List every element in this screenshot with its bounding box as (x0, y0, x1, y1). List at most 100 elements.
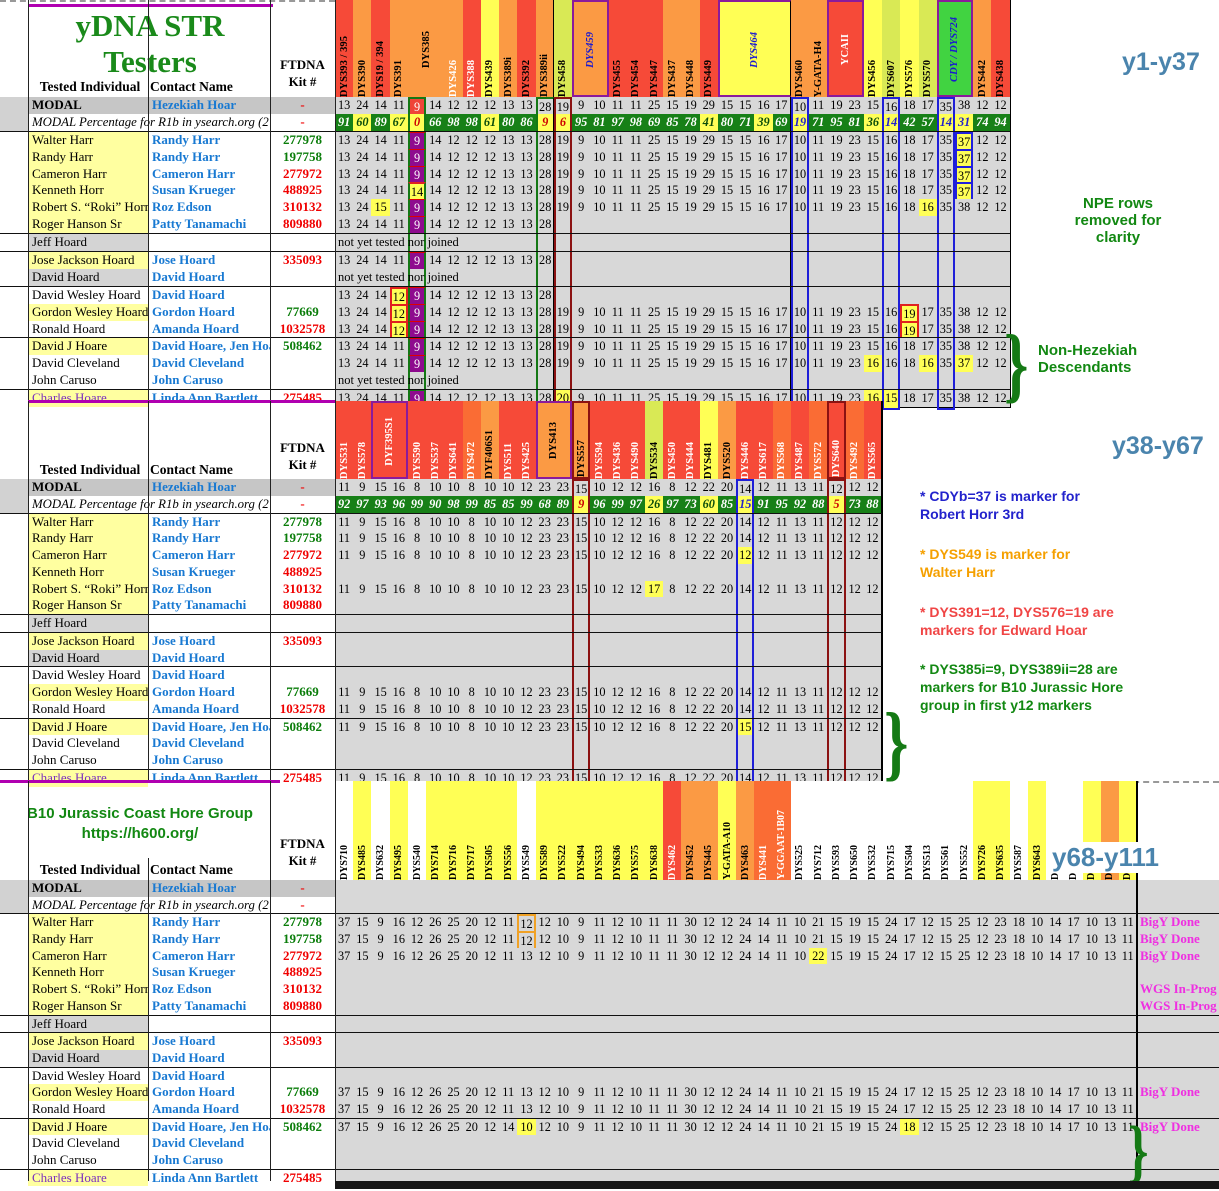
marker-cell (499, 1050, 517, 1067)
marker-cell (1046, 998, 1064, 1015)
contact-name-cell[interactable]: Amanda Hoard (148, 320, 270, 338)
marker-cell: 10 (793, 948, 807, 963)
contact-name-cell[interactable]: David Hoard (148, 649, 270, 667)
marker-cell (463, 372, 481, 389)
marker-cell: 15 (572, 513, 591, 531)
marker-cell (536, 1016, 554, 1033)
marker-cell (572, 998, 590, 1015)
marker-cell (955, 981, 973, 998)
marker-cell: 15 (739, 356, 752, 371)
contact-name-cell[interactable]: Jose Hoard (148, 632, 270, 650)
marker-cell: 10 (593, 548, 606, 563)
marker-cell: 13 (793, 514, 807, 529)
contact-name-cell[interactable]: Cameron Harr (148, 547, 270, 564)
marker-cell (1119, 896, 1138, 914)
marker-cell: 9 (359, 531, 366, 546)
marker-cell: 24 (739, 932, 752, 947)
contact-name-cell[interactable]: John Caruso (148, 752, 270, 770)
contact-name-cell[interactable]: John Caruso (148, 1152, 270, 1169)
contact-name-cell[interactable]: Gordon Hoard (148, 303, 270, 321)
contact-name-cell[interactable]: Cameron Harr (148, 947, 270, 965)
marker-cell: 17 (773, 148, 791, 170)
marker-cell: 15 (666, 183, 679, 198)
marker-cell: 97 (353, 495, 372, 513)
marker-cell: 35 (936, 148, 955, 170)
contact-name-cell[interactable]: Gordon Hoard (148, 1084, 270, 1101)
marker-cell: 17 (921, 339, 934, 354)
marker-cell (1119, 1169, 1138, 1187)
marker-cell (773, 735, 791, 752)
contact-name-cell[interactable]: Randy Harr (148, 513, 270, 531)
marker-cell (1028, 1050, 1046, 1067)
marker-cell: 14 (429, 356, 442, 371)
contact-name-cell[interactable]: Susan Krueger (148, 964, 270, 982)
marker-header-label: DYS485 (356, 844, 368, 880)
marker-cell (700, 667, 718, 684)
contact-name-cell[interactable]: Hezekiah Hoar (148, 880, 270, 897)
contact-name-cell[interactable]: David Cleveland (148, 735, 270, 753)
contact-name-cell[interactable]: Patty Tanamachi (148, 997, 270, 1015)
marker-cell (536, 981, 554, 998)
contact-name-cell[interactable]: Patty Tanamachi (148, 597, 270, 615)
contact-name-cell[interactable]: Roz Edson (148, 199, 270, 217)
contact-name-cell[interactable]: Roz Edson (148, 580, 270, 598)
contact-name-cell[interactable]: David Hoare, Jen Hoa (148, 338, 270, 356)
marker-cell (791, 1050, 809, 1067)
marker-cell (572, 667, 591, 685)
contact-name-cell[interactable]: David Hoard (148, 1067, 270, 1085)
contact-name-cell[interactable]: David Hoard (148, 1049, 270, 1067)
marker-cell (754, 964, 772, 981)
marker-cell (407, 372, 427, 390)
marker-cell (681, 667, 699, 684)
marker-cell (681, 735, 699, 752)
contact-name-cell[interactable]: David Hoare, Jen Hoa (148, 1118, 270, 1136)
contact-name-cell[interactable]: Jose Hoard (148, 252, 270, 269)
marker-cell (536, 633, 554, 650)
contact-name-cell[interactable]: Randy Harr (148, 931, 270, 948)
contact-name-cell[interactable]: Susan Krueger (148, 563, 270, 581)
contact-name-cell[interactable]: Randy Harr (148, 530, 270, 548)
marker-cell: 11 (338, 531, 351, 546)
contact-name-cell[interactable]: Gordon Hoard (148, 684, 270, 701)
contact-name-cell[interactable]: David Cleveland (148, 1135, 270, 1152)
marker-cell (627, 1050, 645, 1067)
contact-name-cell[interactable]: David Hoard (148, 286, 270, 304)
contact-name-cell[interactable]: David Hoare, Jen Hoa (148, 718, 270, 736)
test-status-cell (1138, 1152, 1219, 1169)
marker-header: DYS572 (809, 401, 828, 479)
marker-cell (353, 1033, 371, 1050)
marker-cell (1046, 964, 1064, 981)
contact-name-cell[interactable]: Randy Harr (148, 914, 270, 932)
contact-name-cell[interactable]: Susan Krueger (148, 182, 270, 200)
marker-cell: 10 (429, 531, 442, 546)
contact-name-cell[interactable]: David Hoard (148, 268, 270, 286)
contact-name-cell[interactable]: Hezekiah Hoar (148, 479, 270, 496)
marker-cell (517, 234, 535, 251)
marker-cell (645, 269, 663, 286)
tested-individual-cell: Walter Harr (28, 513, 148, 531)
contact-name-cell[interactable]: Amanda Hoard (148, 1100, 270, 1118)
marker-cell: 12 (864, 580, 883, 598)
contact-name-cell[interactable]: Patty Tanamachi (148, 216, 270, 234)
contact-name-cell[interactable]: David Cleveland (148, 355, 270, 373)
marker-cell (754, 650, 772, 667)
contact-name-cell[interactable]: Roz Edson (148, 981, 270, 998)
contact-name-cell[interactable]: Hezekiah Hoar (148, 97, 270, 114)
contact-name-cell[interactable]: John Caruso (148, 372, 270, 390)
marker-cell (773, 615, 791, 632)
contact-name-cell[interactable]: Randy Harr (148, 131, 270, 149)
contact-name-cell[interactable]: Cameron Harr (148, 165, 270, 183)
marker-cell (536, 964, 554, 981)
marker-cell: 12 (465, 304, 478, 319)
tested-individual-cell: John Caruso (28, 1152, 148, 1169)
contact-name-cell[interactable]: Jose Hoard (148, 1033, 270, 1050)
contact-name-cell[interactable]: Linda Ann Bartlett (148, 1169, 270, 1187)
group-url[interactable]: https://h600.org/ (81, 825, 199, 842)
contact-name-cell[interactable]: Amanda Hoard (148, 700, 270, 718)
contact-name-cell[interactable]: Randy Harr (148, 148, 270, 166)
marker-cell: 16 (647, 701, 661, 716)
note-non-hezekiah: Non-Hezekiah Descendants (1038, 342, 1138, 376)
table-row-labels: David Cleveland David Cleveland (0, 1135, 335, 1152)
contact-name-cell[interactable]: David Hoard (148, 667, 270, 685)
marker-cell (919, 1068, 937, 1085)
